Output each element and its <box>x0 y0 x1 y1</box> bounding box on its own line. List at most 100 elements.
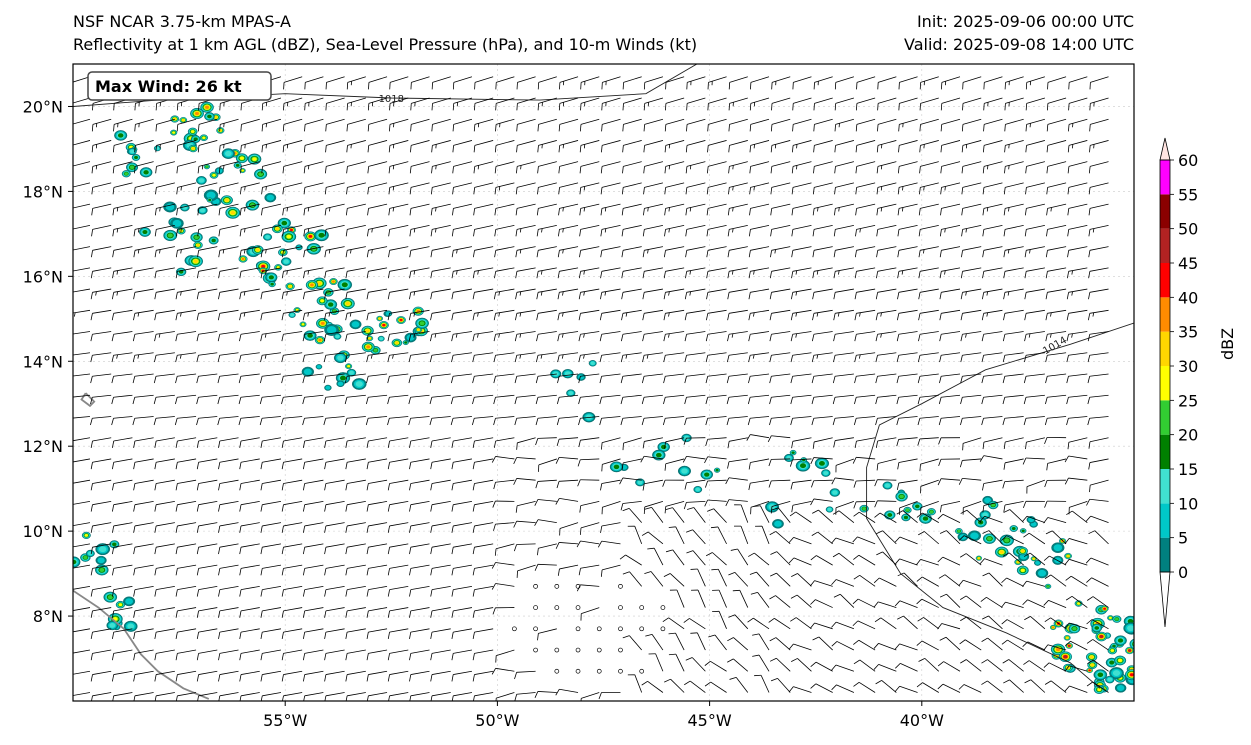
wind-barb <box>704 681 727 693</box>
reflectivity-cell <box>167 233 173 238</box>
wind-barb <box>154 564 175 576</box>
reflectivity-cell <box>1032 557 1036 560</box>
wind-barb <box>175 522 197 533</box>
wind-barb <box>514 670 536 680</box>
reflectivity-cell <box>832 490 838 495</box>
reflectivity-cell <box>205 165 209 168</box>
wind-barb <box>133 628 154 640</box>
wind-barb <box>281 437 303 448</box>
wind-barb <box>556 416 579 426</box>
wind-barb <box>73 458 91 463</box>
wind-barb <box>451 692 473 701</box>
wind-barb <box>1086 577 1109 587</box>
wind-barb <box>302 670 324 682</box>
wind-barb <box>853 659 876 672</box>
wind-barb <box>1003 509 1024 523</box>
wind-barb <box>938 394 961 405</box>
wind-barb <box>705 437 727 447</box>
wind-barb <box>430 458 451 470</box>
reflectivity-cell <box>290 228 293 232</box>
wind-barb <box>537 543 557 556</box>
wind-barb <box>472 394 494 405</box>
wind-barb <box>387 458 409 470</box>
wind-barb <box>852 536 876 545</box>
reflectivity-cell <box>982 512 989 518</box>
wind-barb <box>1025 437 1045 450</box>
wind-barb <box>641 394 663 405</box>
wind-barb <box>684 394 706 405</box>
wind-barb <box>430 585 451 597</box>
reflectivity-cell <box>1134 642 1138 645</box>
reflectivity-cell <box>637 480 643 485</box>
wind-barb <box>409 607 430 618</box>
reflectivity-cell <box>345 301 350 306</box>
colorbar-tick-label: 40 <box>1178 288 1198 307</box>
reflectivity-cell <box>224 150 232 157</box>
wind-barb <box>831 477 854 485</box>
wind-barb <box>919 458 939 472</box>
wind-barb <box>663 573 685 587</box>
wind-barb <box>683 501 706 510</box>
coastline <box>80 392 96 408</box>
wind-barb <box>471 416 494 426</box>
wind-barb <box>645 634 664 651</box>
wind-barb <box>599 416 621 426</box>
wind-barb <box>450 416 472 426</box>
wind-barb <box>387 416 409 426</box>
reflectivity-cell <box>1097 672 1104 678</box>
reflectivity-cell <box>83 555 88 560</box>
wind-barb <box>238 373 260 384</box>
wind-barb <box>323 394 345 405</box>
wind-barb <box>754 674 770 693</box>
wind-barb <box>937 513 961 523</box>
wind-barb <box>791 658 812 672</box>
reflectivity-cell <box>987 536 992 541</box>
wind-barb <box>734 525 749 545</box>
wind-barb <box>492 607 515 615</box>
wind-barb <box>747 394 770 405</box>
reflectivity-cell <box>984 497 992 504</box>
wind-barb <box>874 512 897 523</box>
wind-barb <box>747 416 770 426</box>
wind-barb <box>1003 501 1024 513</box>
wind-barb <box>789 458 812 467</box>
reflectivity-cell <box>143 170 149 175</box>
wind-barb <box>366 692 388 701</box>
wind-barb <box>894 536 918 545</box>
wind-barb <box>712 589 727 608</box>
wind-barb <box>897 615 918 630</box>
wind-barb <box>769 657 791 672</box>
calm-wind-marker <box>533 647 538 653</box>
wind-barb <box>627 674 643 693</box>
wind-barb <box>409 479 430 491</box>
wind-barb <box>1064 685 1088 693</box>
wind-barb <box>133 437 154 448</box>
wind-barb <box>853 574 876 587</box>
wind-barb <box>451 522 473 533</box>
reflectivity-cell <box>202 136 206 140</box>
wind-barb <box>154 437 175 448</box>
wind-barb <box>790 394 812 405</box>
wind-barb <box>260 437 282 448</box>
reflectivity-cell <box>172 131 176 134</box>
wind-barb <box>791 437 812 449</box>
wind-barb <box>916 576 939 587</box>
reflectivity-cell <box>704 472 710 477</box>
wind-barb <box>73 373 91 377</box>
tick-label-lat: 14°N <box>23 352 63 371</box>
reflectivity-cell <box>366 345 371 349</box>
wind-barb <box>175 501 197 512</box>
wind-barb <box>514 394 536 405</box>
wind-barb <box>324 564 345 576</box>
reflectivity-cell <box>303 368 312 375</box>
reflectivity-cell <box>1037 569 1047 577</box>
reflectivity-cell <box>325 385 331 390</box>
wind-barb <box>894 643 918 651</box>
reflectivity-cell <box>929 510 934 514</box>
wind-barb <box>238 394 260 405</box>
wind-barb <box>896 416 918 426</box>
wind-barb <box>281 628 303 640</box>
reflectivity-cell <box>1112 670 1121 676</box>
wind-barb <box>409 437 430 448</box>
reflectivity-cell <box>107 595 113 600</box>
